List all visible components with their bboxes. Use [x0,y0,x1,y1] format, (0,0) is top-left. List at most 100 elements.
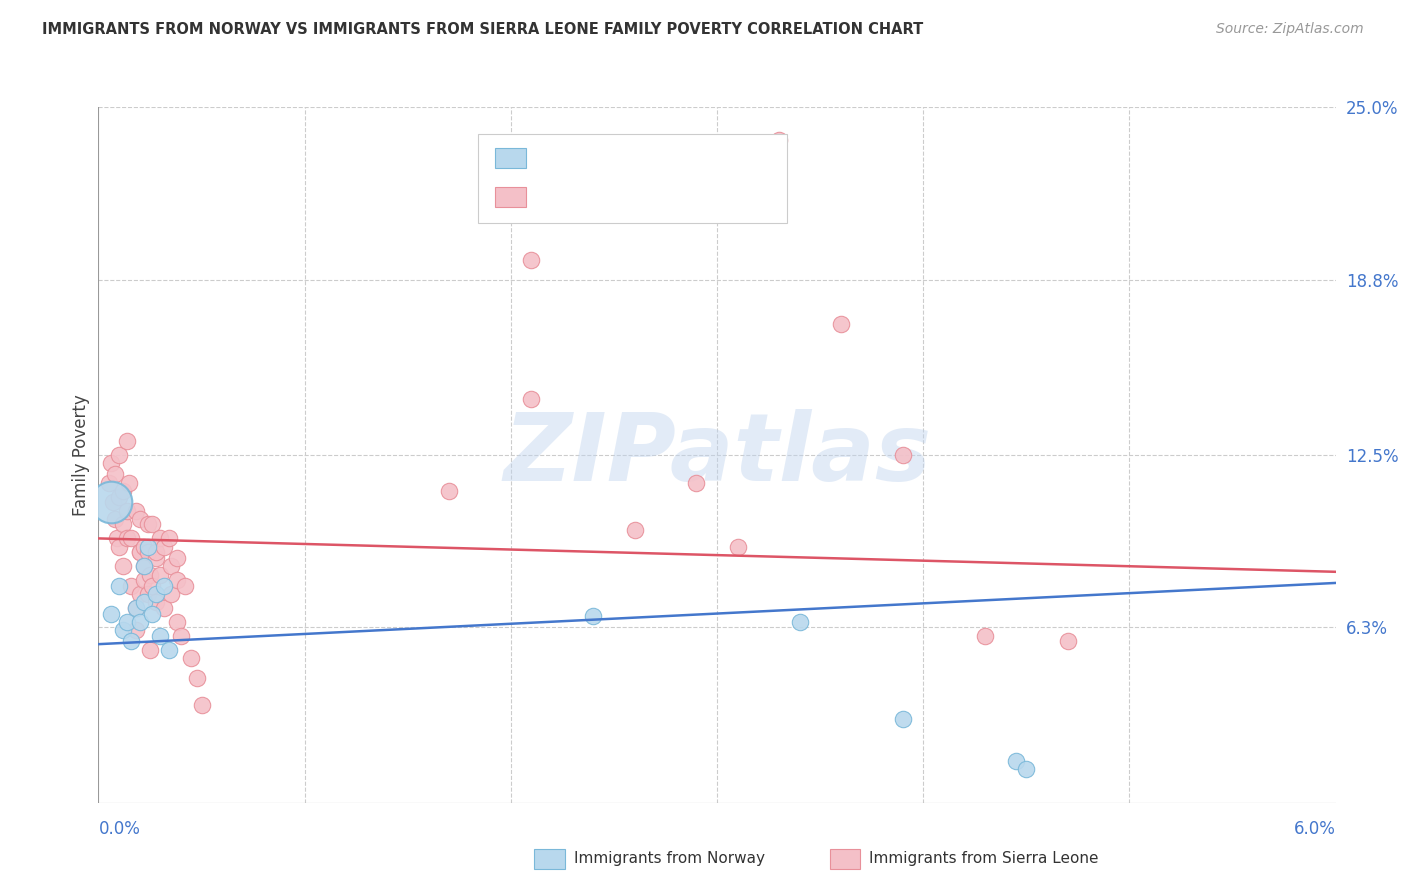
Text: R =: R = [537,148,574,166]
Point [124,601,146,615]
Point [153,579,176,593]
Point [153,601,176,615]
Point [186,671,208,685]
Point [118,475,141,490]
Point [108,490,131,504]
Point [727,540,749,554]
Point [100,495,122,509]
Point [108,540,131,554]
Point [789,615,811,629]
Text: -0.071: -0.071 [574,187,633,205]
Point [120,579,142,593]
Point [1005,754,1028,768]
Point [520,392,543,407]
Point [157,642,180,657]
Point [145,587,167,601]
Point [891,712,914,726]
Point [132,595,155,609]
Point [124,601,146,615]
Point [166,573,188,587]
Point [145,595,167,609]
Point [520,253,543,268]
Point [117,434,139,448]
Point [145,550,167,565]
Point [112,484,135,499]
Point [105,532,128,546]
Point [139,567,162,582]
Point [112,624,135,638]
Text: Immigrants from Sierra Leone: Immigrants from Sierra Leone [869,851,1098,865]
Point [136,545,159,559]
Point [128,545,150,559]
Point [159,559,181,574]
Point [117,532,139,546]
Point [117,615,139,629]
Point [830,317,852,331]
Point [108,448,131,462]
Text: Source: ZipAtlas.com: Source: ZipAtlas.com [1216,22,1364,37]
Point [180,651,202,665]
Point [104,512,127,526]
Point [136,517,159,532]
Text: N =: N = [616,187,664,205]
Point [124,503,146,517]
Point [768,133,790,147]
Point [145,545,167,559]
Point [1056,634,1078,648]
Point [101,495,124,509]
Point [128,587,150,601]
Point [128,615,150,629]
Point [149,567,172,582]
Point [104,467,127,482]
Text: ZIPatlas: ZIPatlas [503,409,931,501]
Point [974,629,997,643]
Point [685,475,707,490]
Point [174,579,197,593]
Point [132,559,155,574]
Point [112,559,135,574]
Text: 0.0%: 0.0% [98,820,141,838]
Point [153,540,176,554]
Point [97,475,120,490]
Point [149,629,172,643]
Text: 6.0%: 6.0% [1294,820,1336,838]
Point [120,634,142,648]
Point [136,540,159,554]
Text: 20: 20 [661,148,683,166]
Point [132,573,155,587]
Point [136,587,159,601]
Point [112,517,135,532]
Point [1015,763,1038,777]
Point [100,607,122,621]
Point [108,579,131,593]
Point [139,642,162,657]
Point [141,517,163,532]
Point [141,579,163,593]
Point [166,615,188,629]
Text: 0.129: 0.129 [574,148,633,166]
Point [170,629,193,643]
Text: Immigrants from Norway: Immigrants from Norway [574,851,765,865]
Point [141,607,163,621]
Point [157,532,180,546]
Point [128,545,150,559]
Point [132,559,155,574]
Point [190,698,212,713]
Point [159,587,181,601]
Text: N =: N = [616,148,664,166]
Point [437,484,460,499]
Y-axis label: Family Poverty: Family Poverty [72,394,90,516]
Point [132,540,155,554]
Text: 65: 65 [661,187,683,205]
Point [128,512,150,526]
Point [149,532,172,546]
Text: R =: R = [537,187,574,205]
Point [582,609,605,624]
Point [623,523,645,537]
Point [891,448,914,462]
Point [117,503,139,517]
Point [120,532,142,546]
Point [166,550,188,565]
Text: IMMIGRANTS FROM NORWAY VS IMMIGRANTS FROM SIERRA LEONE FAMILY POVERTY CORRELATIO: IMMIGRANTS FROM NORWAY VS IMMIGRANTS FRO… [42,22,924,37]
Point [100,456,122,470]
